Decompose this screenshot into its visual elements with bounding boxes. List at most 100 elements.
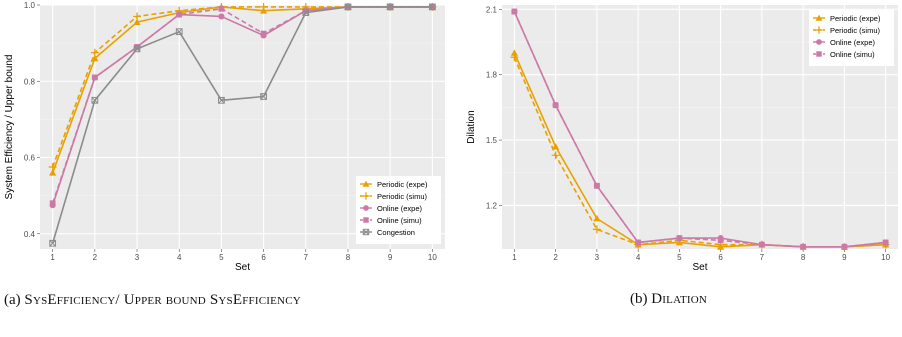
legend-item-online-simu: Online (simu) <box>360 216 422 225</box>
x-tick-label: 4 <box>636 253 641 262</box>
data-point <box>758 241 765 248</box>
legend-item-online-simu: Online (simu) <box>813 50 875 59</box>
legend-box <box>809 10 894 66</box>
data-point <box>841 243 848 250</box>
legend-item-online-expe: Online (expe) <box>360 204 423 213</box>
legend: Periodic (expe) Periodic (simu) Online (ex… <box>356 176 441 244</box>
legend-item-online-expe: Online (expe) <box>813 38 876 47</box>
x-tick-label: 9 <box>842 253 847 262</box>
legend-label: Online (expe) <box>377 204 423 213</box>
legend-label: Online (expe) <box>830 38 876 47</box>
data-point <box>49 169 57 176</box>
data-point <box>428 3 436 11</box>
caption-a-text: SysEfficiency/ Upper bound SysEfficiency <box>24 292 301 308</box>
y-tick-label: 1.5 <box>486 136 498 145</box>
legend-marker <box>362 180 370 187</box>
series-congestion <box>49 3 436 247</box>
y-tick-label: 2.1 <box>486 5 498 14</box>
legend-item-periodic-expe: Periodic (expe) <box>360 180 428 189</box>
dilation-chart: 1.2 1.5 1.8 2.1 1 2 3 4 5 6 7 8 9 10 Set Dilation Period… <box>466 5 898 273</box>
x-tick-label: 7 <box>760 253 765 262</box>
x-tick-label: 6 <box>261 253 266 262</box>
legend-marker <box>363 217 369 223</box>
data-point <box>260 93 267 100</box>
legend-label: Online (simu) <box>377 216 422 225</box>
data-point <box>302 9 310 17</box>
x-tick-label: 8 <box>801 253 806 262</box>
caption-b-text: Dilation <box>651 291 708 307</box>
data-point <box>635 239 642 246</box>
data-point <box>133 45 141 53</box>
data-point <box>218 96 225 104</box>
data-point <box>91 96 99 104</box>
data-point <box>386 3 394 11</box>
legend-label: Congestion <box>377 228 415 237</box>
caption-b: (b) Dilation <box>630 291 707 308</box>
data-point <box>48 163 57 171</box>
y-axis-title: Dilation <box>466 110 477 143</box>
data-point <box>133 12 141 21</box>
data-point <box>90 48 99 57</box>
y-tick-label: 1.0 <box>24 1 36 10</box>
legend-marker <box>815 26 823 34</box>
x-tick-label: 3 <box>135 253 140 262</box>
data-point <box>133 18 141 26</box>
caption-a-prefix: (a) <box>4 292 25 308</box>
data-point <box>49 200 56 207</box>
y-tick-label: 0.6 <box>24 154 36 163</box>
x-tick-label: 2 <box>93 253 98 262</box>
data-point <box>592 225 601 234</box>
legend-marker <box>362 228 370 236</box>
data-point <box>717 237 724 244</box>
data-point <box>302 7 309 14</box>
y-tick-label: 1.8 <box>486 71 498 80</box>
data-point <box>510 49 518 56</box>
x-tick-label: 3 <box>595 253 600 262</box>
data-point <box>800 243 807 250</box>
data-point <box>260 30 267 37</box>
data-point <box>882 239 889 246</box>
x-tick-label: 4 <box>177 253 182 262</box>
x-tick-label: 8 <box>346 253 351 262</box>
legend-item-periodic-simu: Periodic (simu) <box>813 26 881 35</box>
series-online-simu <box>511 8 889 250</box>
data-point <box>49 239 57 247</box>
data-point <box>552 102 559 109</box>
data-point <box>593 214 601 222</box>
x-tick-label: 7 <box>304 253 309 262</box>
legend-marker <box>816 51 822 57</box>
x-tick-label: 5 <box>677 253 682 262</box>
legend: Periodic (expe) Periodic (simu) Online (ex… <box>809 10 894 66</box>
data-point <box>91 74 98 81</box>
x-tick-label: 1 <box>512 253 517 262</box>
y-axis-title: System Efficiency / Upper bound <box>4 55 15 200</box>
data-point <box>218 13 225 20</box>
y-tick-label: 1.2 <box>486 201 498 210</box>
legend-label: Periodic (expe) <box>377 180 428 189</box>
x-axis-title: Set <box>235 262 250 273</box>
legend-label: Periodic (expe) <box>830 14 881 23</box>
legend-label: Online (simu) <box>830 50 875 59</box>
data-point <box>551 151 560 160</box>
legend-marker <box>362 192 370 200</box>
data-point <box>218 5 225 12</box>
data-point <box>344 3 352 11</box>
series-line <box>513 56 886 248</box>
caption-a: (a) SysEfficiency/ Upper bound SysEffici… <box>4 291 434 309</box>
data-point <box>511 8 518 15</box>
x-tick-label: 6 <box>718 253 723 262</box>
data-point <box>593 182 600 189</box>
legend-item-congestion: Congestion <box>360 228 415 237</box>
x-axis-title: Set <box>692 262 707 273</box>
y-tick-label: 0.4 <box>24 230 36 239</box>
data-point <box>552 143 560 150</box>
series-line <box>513 11 886 248</box>
data-point <box>175 28 183 36</box>
x-tick-label: 2 <box>553 253 558 262</box>
legend-label: Periodic (simu) <box>377 192 428 201</box>
legend-marker <box>363 205 369 211</box>
legend-item-periodic-expe: Periodic (expe) <box>813 14 881 23</box>
x-tick-label: 10 <box>428 253 437 262</box>
data-point <box>510 53 519 62</box>
